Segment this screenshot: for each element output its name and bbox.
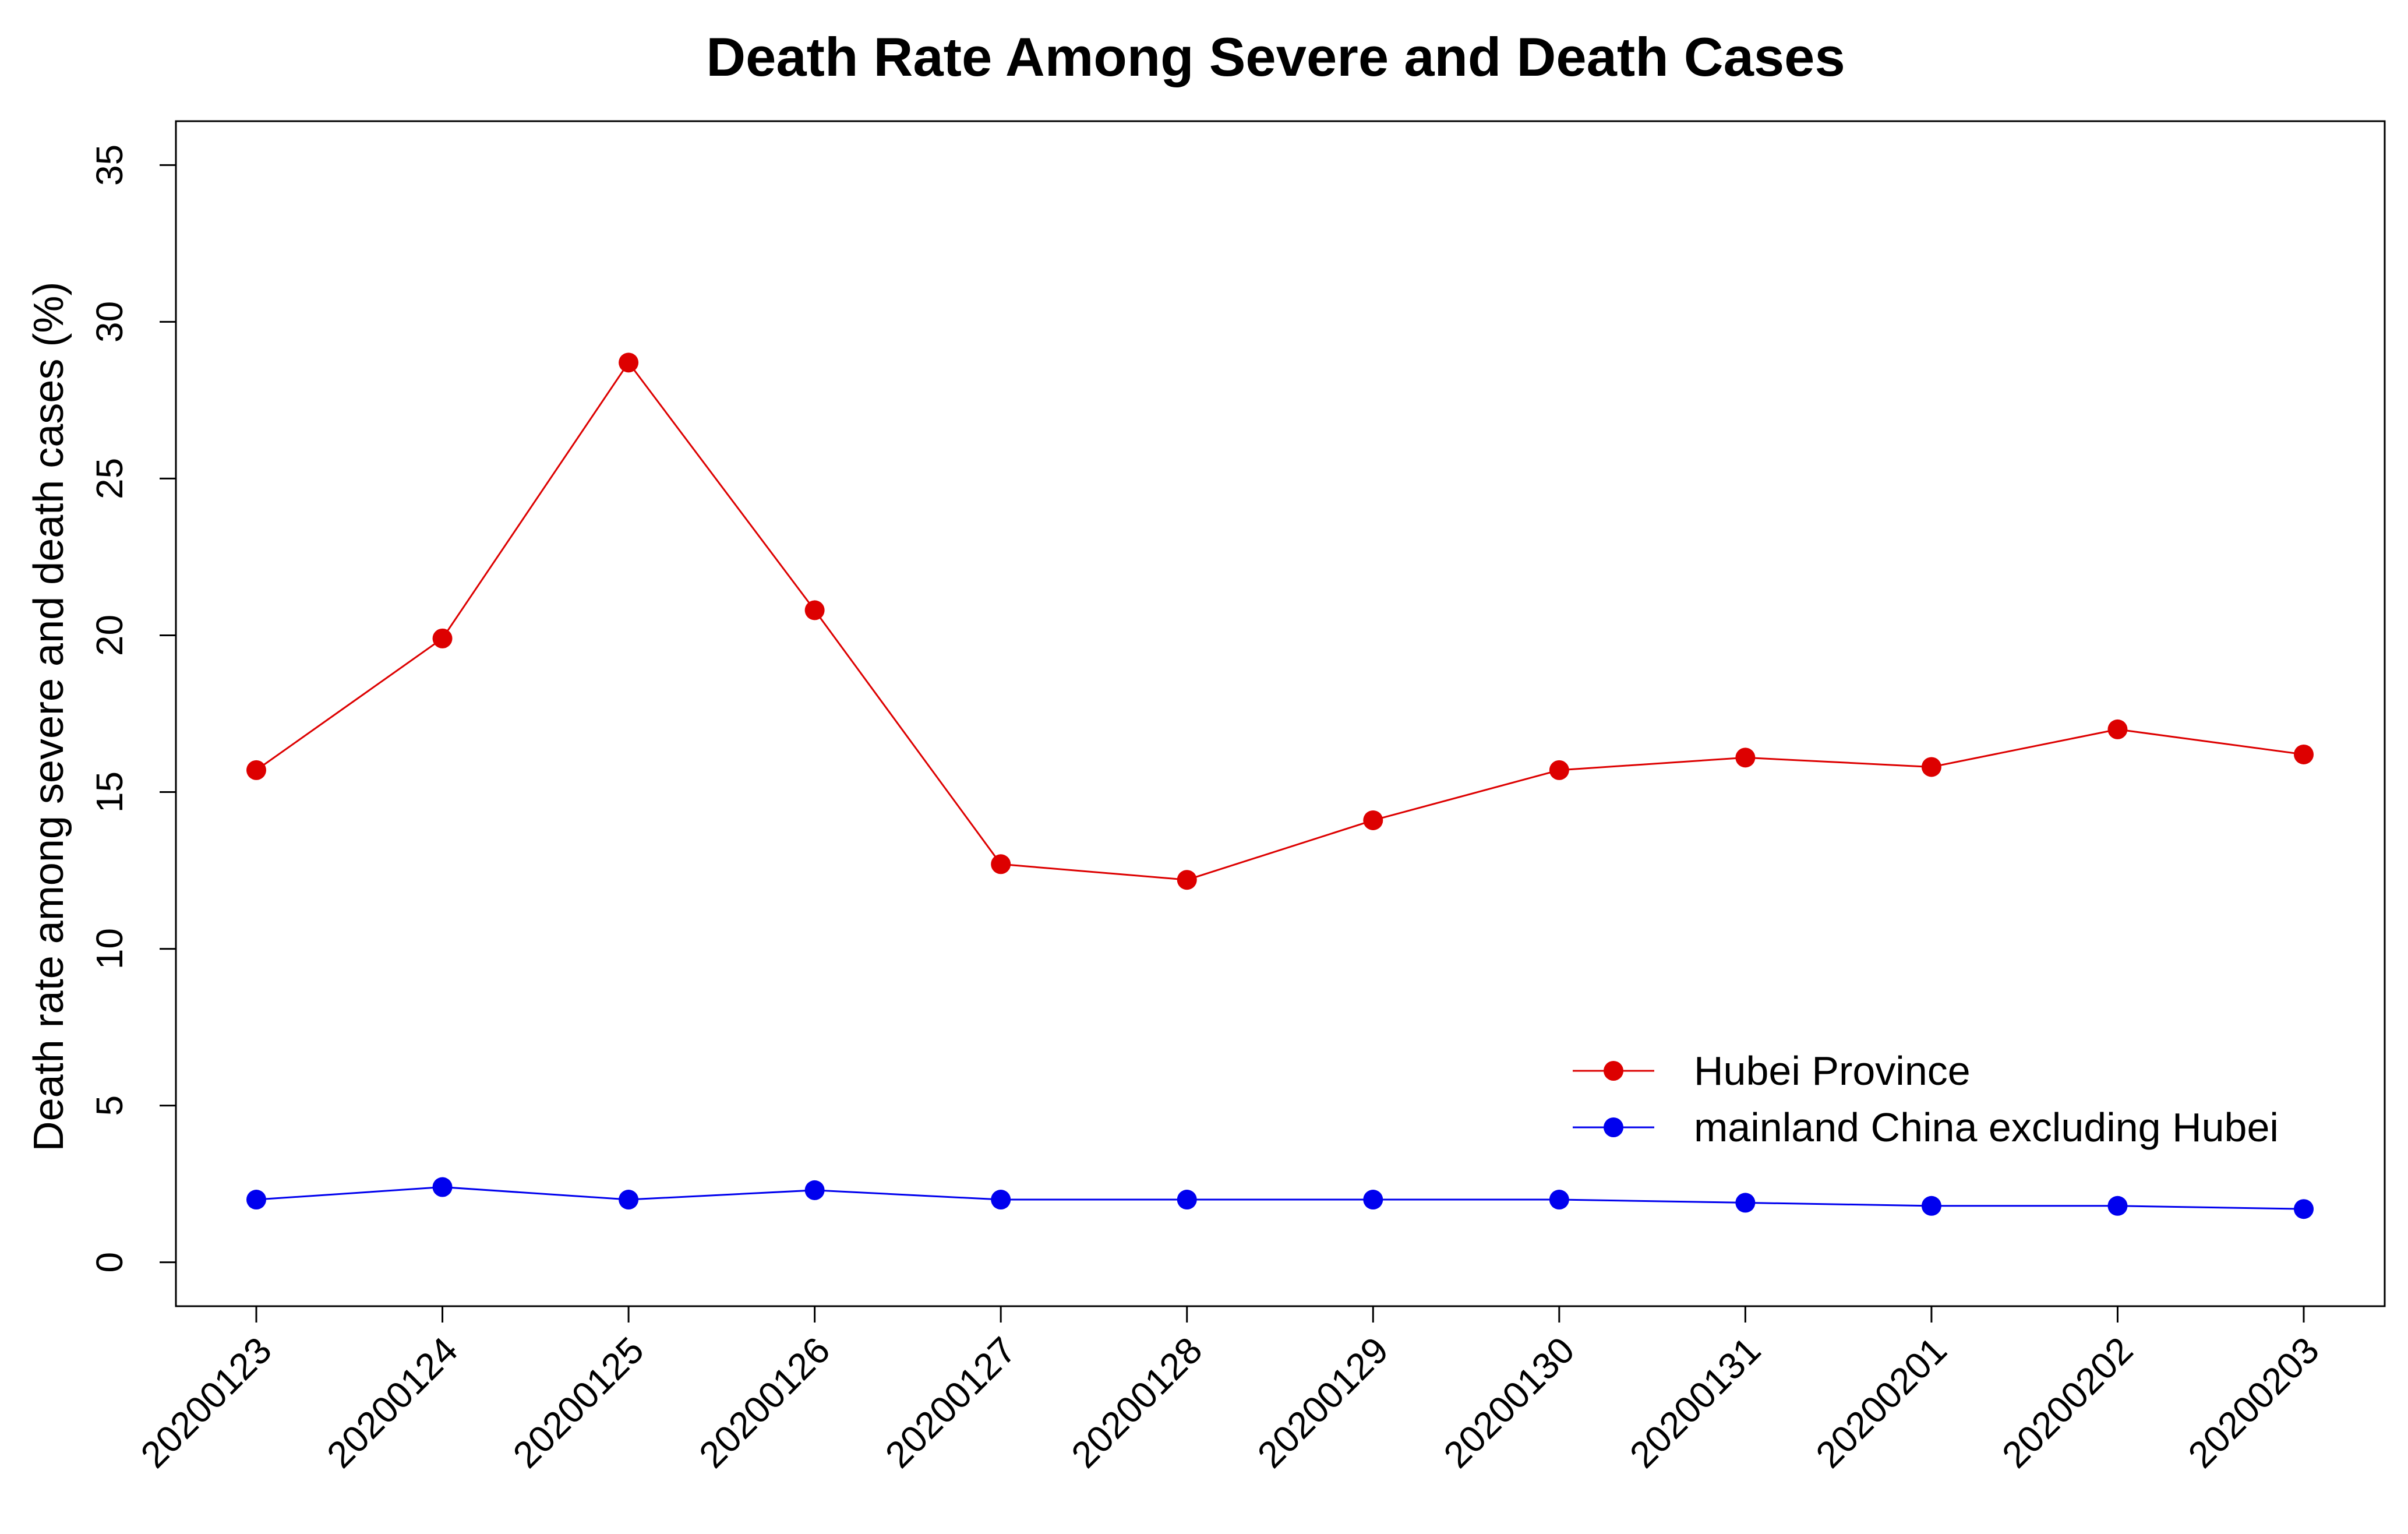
data-point [432, 1177, 453, 1197]
y-tick-label: 5 [89, 1095, 130, 1116]
x-axis: 20200123 20200124 20200125 20200126 20200127… [133, 1306, 2327, 1476]
data-point [804, 1180, 825, 1200]
data-point [804, 600, 825, 620]
y-tick-label: 20 [89, 615, 130, 656]
legend-item: Hubei Province [1573, 1048, 1971, 1094]
y-tick-label: 0 [89, 1252, 130, 1273]
data-point [2107, 719, 2128, 739]
y-tick-label: 15 [89, 771, 130, 813]
data-point [2107, 1196, 2128, 1216]
series-line [256, 361, 2304, 881]
data-point [432, 628, 453, 648]
y-tick-label: 25 [89, 458, 130, 499]
data-point [1735, 747, 1756, 768]
chart-title: Death Rate Among Severe and Death Cases [706, 26, 1845, 87]
y-axis-label: Death rate among severe and death cases … [26, 282, 72, 1152]
series-line [256, 1186, 2304, 1210]
data-point [2294, 744, 2314, 764]
x-tick-label: 20200128 [1063, 1329, 1210, 1476]
y-tick-label: 10 [89, 928, 130, 969]
legend: Hubei Province mainland China excluding H… [1573, 1048, 2279, 1150]
data-point [1177, 1190, 1197, 1210]
series-0 [246, 352, 2314, 890]
x-tick-label: 20200123 [133, 1329, 280, 1476]
data-point [1549, 1190, 1569, 1210]
x-tick-label: 20200130 [1435, 1329, 1582, 1476]
x-tick-label: 20200126 [691, 1329, 838, 1476]
data-point [1549, 760, 1569, 780]
plot-frame [175, 120, 2386, 1307]
x-tick-label: 20200127 [877, 1329, 1024, 1476]
data-point [246, 1190, 266, 1210]
data-point [619, 352, 639, 373]
legend-marker [1604, 1061, 1623, 1081]
data-point [1921, 757, 1941, 777]
data-point [1177, 870, 1197, 890]
y-tick-label: 35 [89, 144, 130, 186]
data-point [1363, 1190, 1383, 1210]
data-point [991, 854, 1011, 874]
x-tick-label: 20200202 [1994, 1329, 2141, 1476]
x-tick-label: 20200201 [1808, 1329, 1955, 1476]
x-tick-label: 20200125 [505, 1329, 652, 1476]
data-point [1363, 810, 1383, 830]
data-point [2294, 1199, 2314, 1219]
data-point [246, 760, 266, 780]
series-layer [246, 352, 2314, 1219]
y-tick-label: 30 [89, 301, 130, 343]
series-1 [246, 1177, 2314, 1219]
legend-marker [1604, 1117, 1623, 1137]
legend-label: mainland China excluding Hubei [1694, 1105, 2279, 1150]
y-axis: 0 5 10 15 20 25 30 35 [89, 144, 176, 1273]
data-point [1921, 1196, 1941, 1216]
data-point [991, 1190, 1011, 1210]
data-point [1735, 1193, 1756, 1213]
x-tick-label: 20200129 [1249, 1329, 1396, 1476]
x-tick-label: 20200131 [1622, 1329, 1768, 1476]
legend-label: Hubei Province [1694, 1048, 1971, 1094]
x-tick-label: 20200203 [2180, 1329, 2327, 1476]
x-tick-label: 20200124 [319, 1329, 465, 1476]
legend-item: mainland China excluding Hubei [1573, 1105, 2279, 1150]
data-point [619, 1190, 639, 1210]
